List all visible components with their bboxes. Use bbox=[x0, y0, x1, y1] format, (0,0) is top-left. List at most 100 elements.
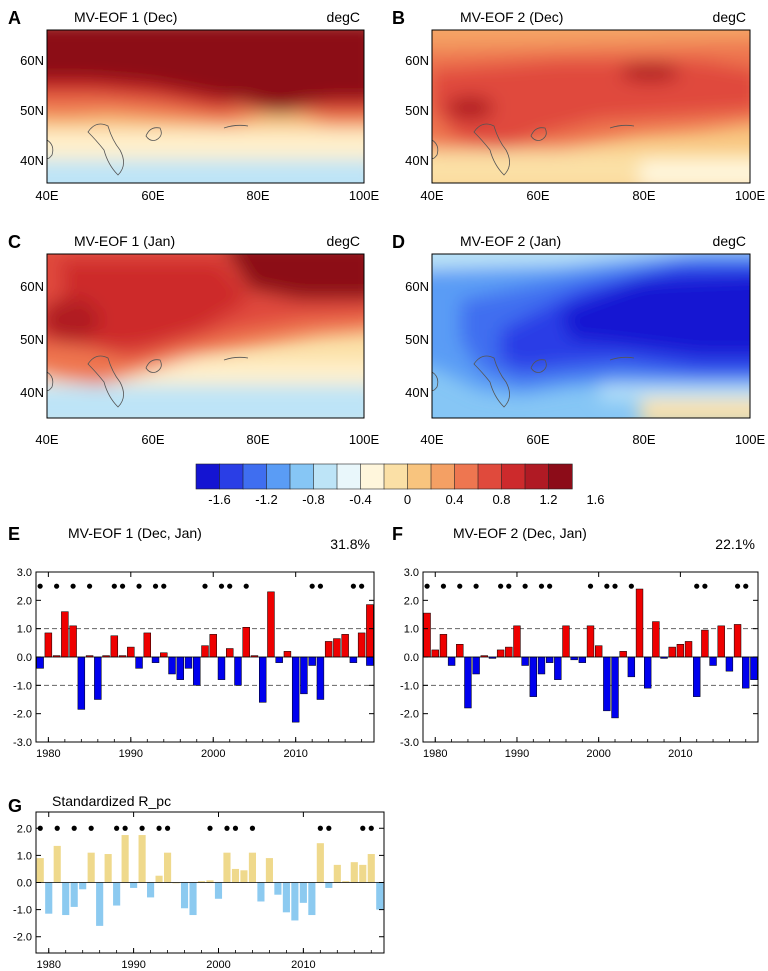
y-tick-label: 2.0 bbox=[404, 595, 419, 607]
bar bbox=[36, 858, 44, 883]
significance-dot bbox=[249, 825, 256, 831]
map-field-d bbox=[432, 254, 750, 418]
significance-dot bbox=[37, 583, 43, 589]
bar bbox=[537, 656, 546, 675]
bar bbox=[214, 882, 223, 899]
svg-text:60E: 60E bbox=[526, 188, 549, 203]
y-tick-label: 0.0 bbox=[17, 652, 32, 664]
colorbar-swatch bbox=[195, 463, 221, 490]
colorbar-swatch bbox=[266, 463, 291, 490]
bar bbox=[201, 645, 209, 658]
bar bbox=[226, 648, 234, 658]
x-tick-label: 1980 bbox=[36, 959, 60, 971]
bar bbox=[275, 656, 283, 663]
svg-text:40E: 40E bbox=[35, 432, 58, 447]
bar bbox=[143, 632, 152, 658]
bar bbox=[586, 625, 595, 658]
bar bbox=[300, 656, 308, 695]
bar bbox=[113, 882, 121, 906]
bar bbox=[96, 882, 104, 926]
svg-text:60N: 60N bbox=[20, 53, 44, 68]
bar bbox=[611, 656, 619, 719]
panel-label-f: F bbox=[392, 524, 403, 544]
variance-label: 22.1% bbox=[715, 536, 755, 552]
significance-dot bbox=[359, 583, 365, 589]
bar bbox=[87, 852, 95, 883]
bar bbox=[357, 632, 366, 658]
significance-dot bbox=[88, 825, 94, 831]
significance-dot bbox=[71, 825, 77, 831]
colorbar-swatch bbox=[242, 463, 268, 490]
bar bbox=[627, 656, 636, 678]
x-tick-label: 2000 bbox=[586, 748, 610, 760]
bar bbox=[77, 656, 86, 710]
bar bbox=[513, 625, 521, 658]
bar bbox=[217, 656, 226, 680]
significance-dot bbox=[152, 583, 159, 589]
chart-panel-f: F MV-EOF 2 (Dec, Jan) 22.1% 3.0 2.0 1.0 0.0 -1.… bbox=[392, 524, 759, 760]
bar bbox=[431, 649, 439, 658]
y-tick-label: -2.0 bbox=[13, 932, 32, 944]
bar bbox=[240, 870, 248, 883]
significance-dot bbox=[119, 583, 126, 589]
y-tick-label: -2.0 bbox=[13, 709, 32, 721]
svg-text:50N: 50N bbox=[20, 332, 44, 347]
bar bbox=[709, 656, 717, 666]
coastline-c bbox=[46, 355, 249, 408]
svg-text:40E: 40E bbox=[420, 188, 443, 203]
x-tick-label: 1990 bbox=[121, 959, 145, 971]
bar bbox=[350, 862, 358, 883]
bar bbox=[299, 882, 307, 903]
bar bbox=[594, 645, 603, 658]
significance-dot bbox=[114, 825, 120, 831]
bar bbox=[172, 882, 180, 884]
svg-text:80E: 80E bbox=[632, 188, 655, 203]
colorbar-swatch bbox=[219, 463, 244, 490]
bar bbox=[308, 882, 316, 916]
chart-title: MV-EOF 2 (Dec, Jan) bbox=[453, 525, 587, 541]
colorbar-tick-label: 0.4 bbox=[445, 492, 463, 507]
bar bbox=[147, 882, 155, 898]
bar bbox=[545, 656, 554, 663]
significance-dot bbox=[587, 583, 594, 589]
colorbar-swatch bbox=[524, 463, 550, 490]
bar bbox=[45, 882, 53, 914]
significance-dot bbox=[309, 583, 315, 589]
bar bbox=[349, 656, 358, 663]
significance-dot bbox=[424, 583, 430, 589]
y-tick-label: 3.0 bbox=[404, 567, 419, 579]
coastline-b bbox=[431, 123, 635, 176]
bar bbox=[160, 652, 168, 658]
bar bbox=[127, 646, 135, 658]
bar bbox=[554, 656, 562, 680]
significance-dot bbox=[111, 583, 117, 589]
bar bbox=[62, 882, 70, 916]
x-tick-label: 2000 bbox=[206, 959, 230, 971]
colorbar-tick-label: 1.2 bbox=[539, 492, 557, 507]
x-tick-label: 1990 bbox=[119, 748, 143, 760]
bar bbox=[283, 651, 292, 658]
significance-dot bbox=[694, 583, 700, 589]
y-tick-label: -3.0 bbox=[13, 737, 32, 749]
significance-dot bbox=[350, 583, 356, 589]
bar bbox=[619, 651, 627, 658]
bar bbox=[733, 624, 742, 658]
bar bbox=[291, 656, 300, 723]
map-unit-c: degC bbox=[327, 233, 360, 249]
bar bbox=[324, 641, 333, 658]
bar bbox=[376, 882, 384, 910]
y-tick-label: 3.0 bbox=[17, 567, 32, 579]
x-tick-label: 1990 bbox=[505, 748, 529, 760]
significance-dot bbox=[122, 825, 128, 831]
bar bbox=[668, 646, 676, 658]
y-tick-label: -2.0 bbox=[400, 709, 419, 721]
map-panel-c: C MV-EOF 1 (Jan) degC 60N 50N 40 bbox=[8, 232, 380, 447]
map-field-c bbox=[47, 254, 364, 418]
significance-dot bbox=[473, 583, 479, 589]
bar bbox=[447, 656, 456, 666]
map-title-b: MV-EOF 2 (Dec) bbox=[460, 9, 563, 25]
y-tick-label: 0.0 bbox=[404, 652, 419, 664]
chart-panel-g: G Standardized R_pc 2.0 1.0 0.0 -1.0 -2.0 1980 1… bbox=[8, 793, 385, 971]
map-panel-b: B MV-EOF 2 (Dec) degC 60N 50N 40 bbox=[392, 8, 766, 203]
